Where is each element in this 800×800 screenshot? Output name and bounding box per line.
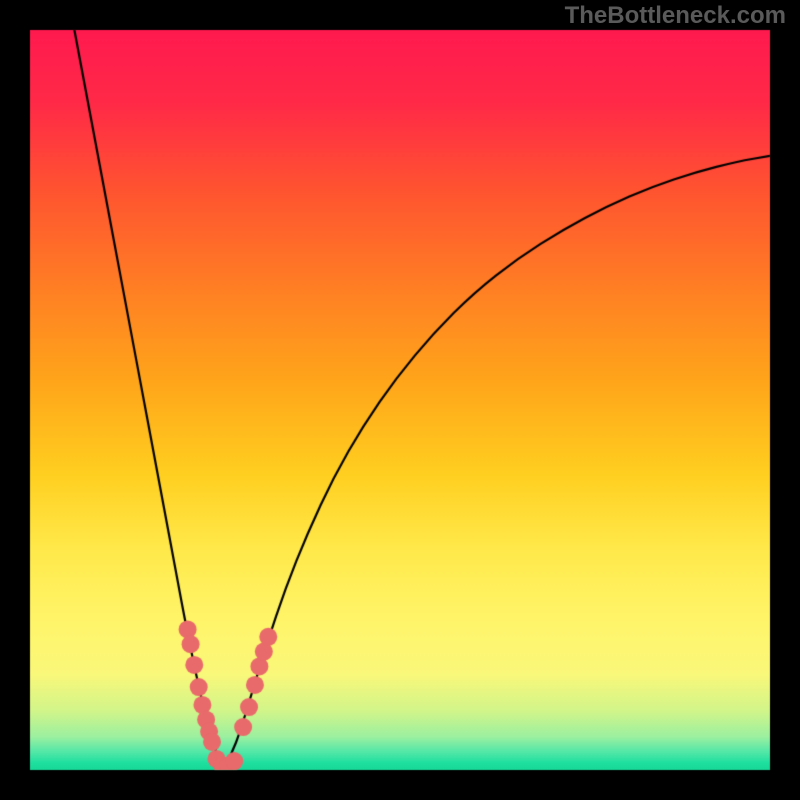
chart-stage: TheBottleneck.com bbox=[0, 0, 800, 800]
watermark-text: TheBottleneck.com bbox=[565, 2, 786, 30]
curves-and-markers-canvas bbox=[0, 0, 800, 800]
